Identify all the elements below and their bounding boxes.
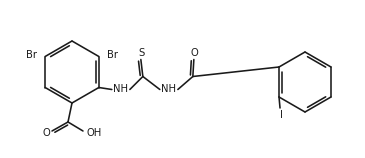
Text: Br: Br bbox=[107, 51, 118, 61]
Text: NH: NH bbox=[161, 85, 176, 94]
Text: O: O bbox=[42, 128, 50, 138]
Text: S: S bbox=[139, 48, 145, 58]
Text: O: O bbox=[191, 48, 199, 58]
Text: OH: OH bbox=[87, 128, 101, 138]
Text: NH: NH bbox=[114, 85, 128, 94]
Text: I: I bbox=[280, 110, 283, 120]
Text: Br: Br bbox=[26, 51, 36, 61]
